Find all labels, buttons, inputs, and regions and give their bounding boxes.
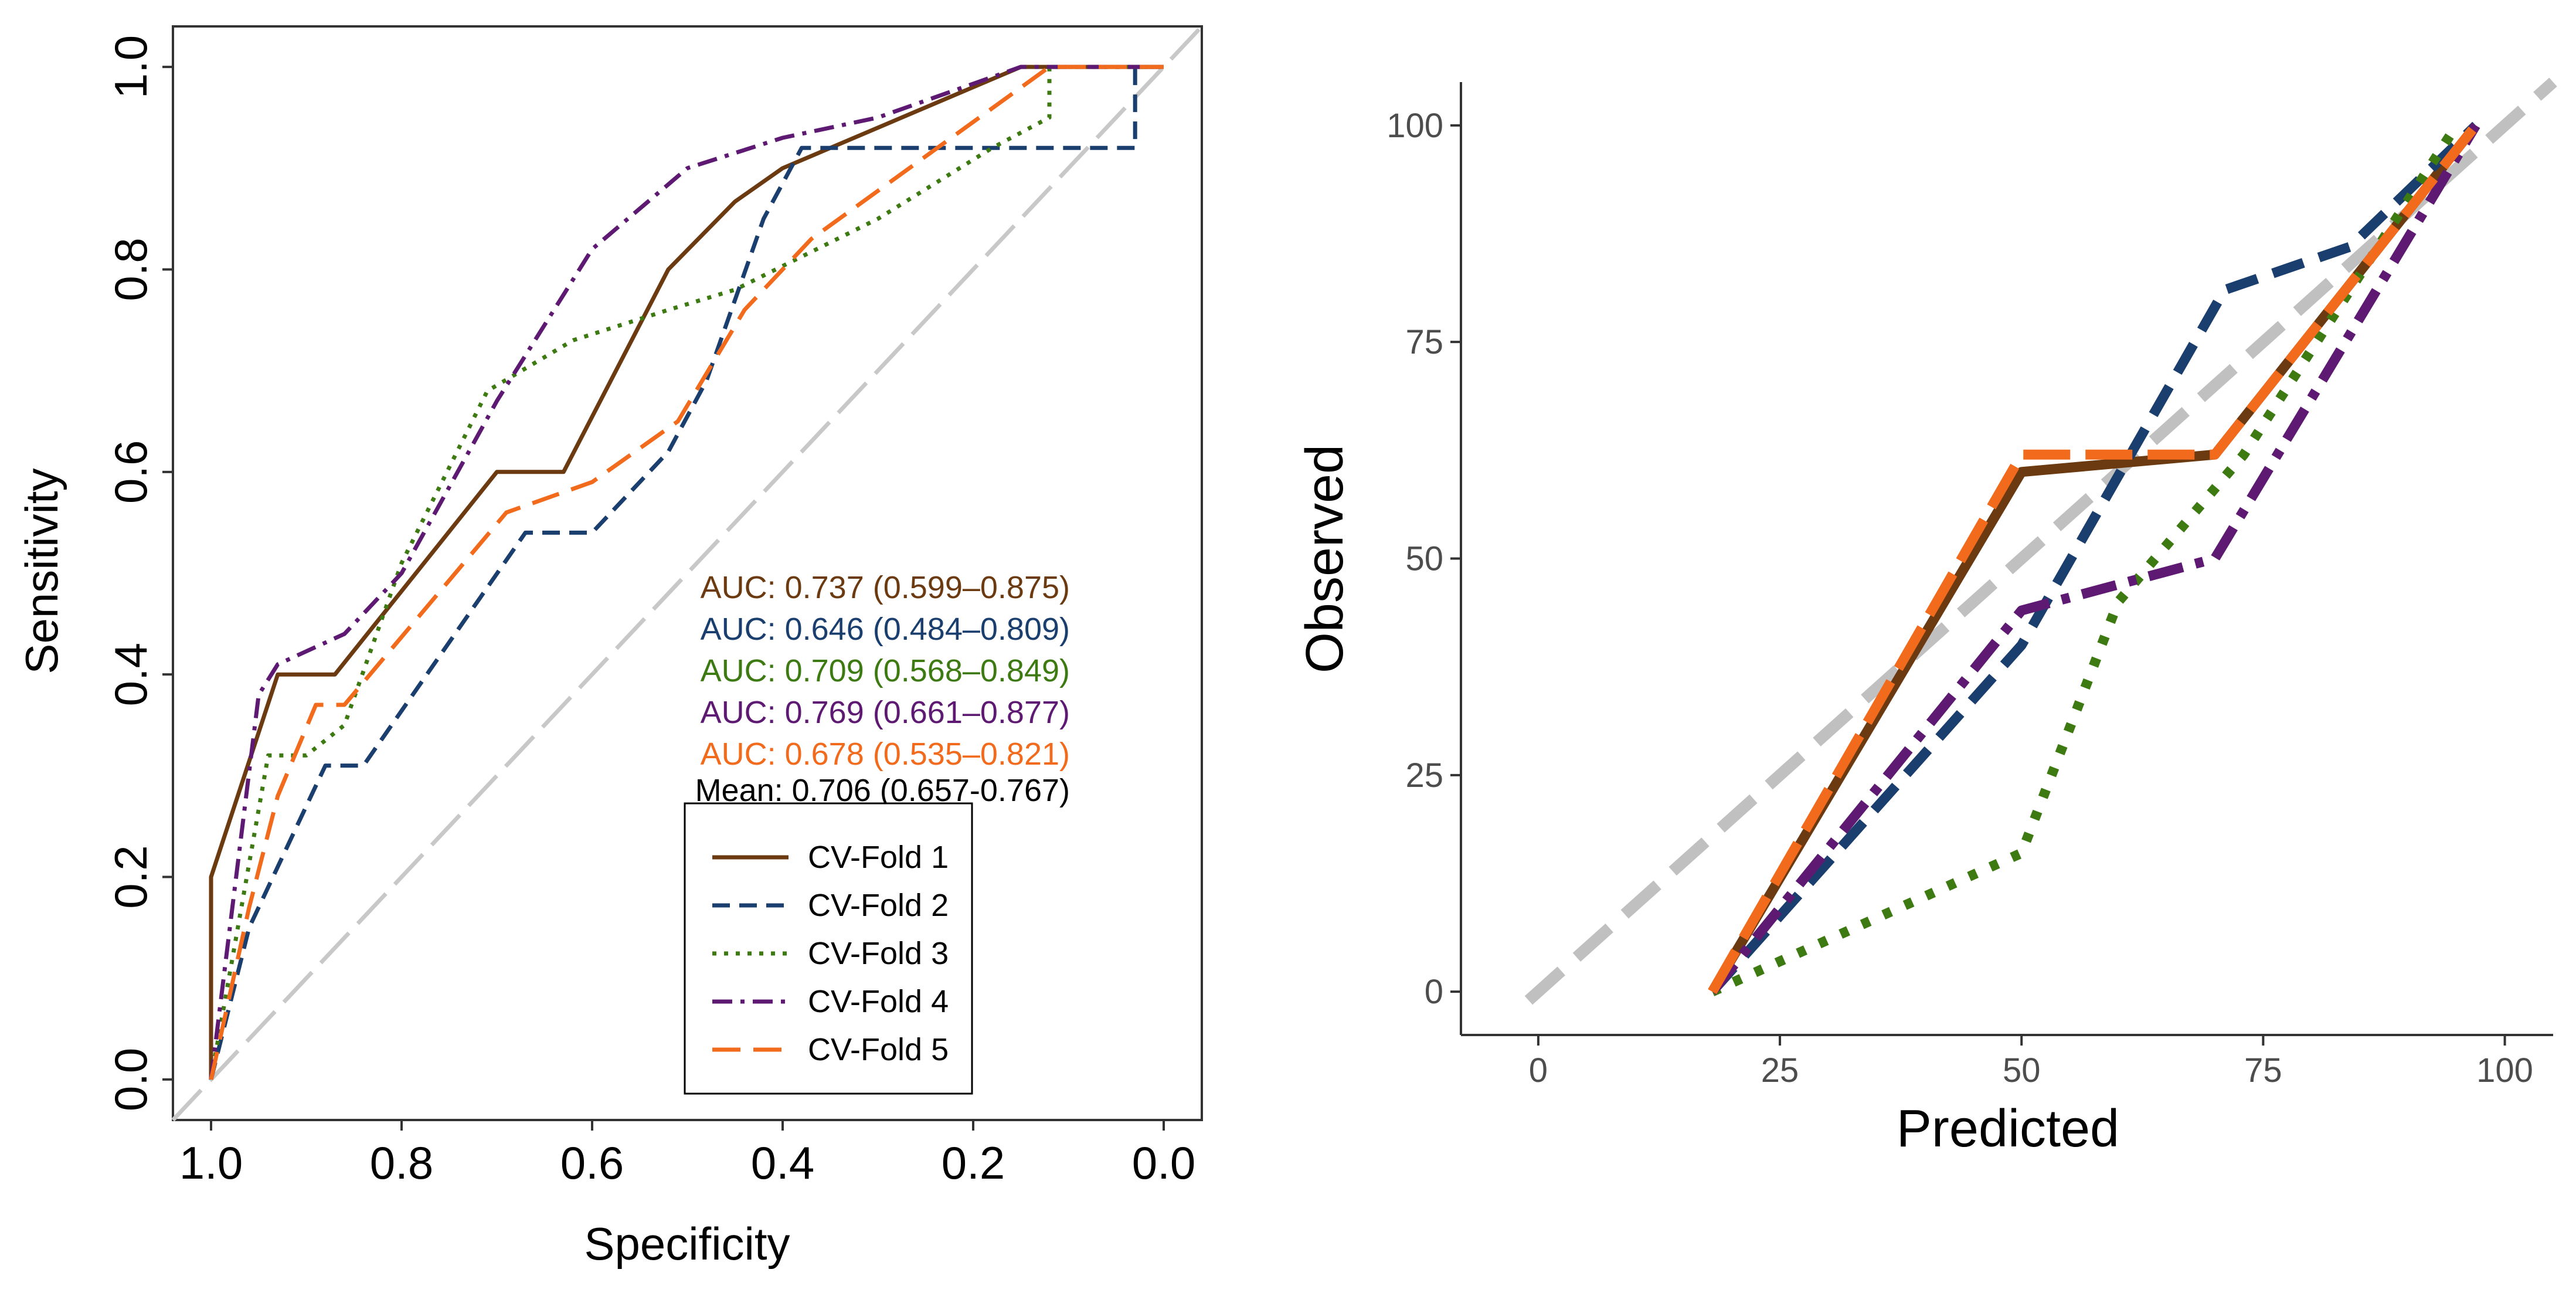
roc-x-axis-title: Specificity	[584, 1218, 790, 1270]
roc-legend: CV-Fold 1 CV-Fold 2 CV-Fold 3 CV-Fold 4 CV-F…	[684, 802, 973, 1095]
calibration-x-tick-label: 50	[2003, 1051, 2041, 1090]
auc-label-mean: Mean: 0.706 (0.657-0.767)	[695, 773, 1070, 808]
roc-y-axis-title: Sensitivity	[16, 468, 67, 674]
roc-x-tick-label: 0.0	[1132, 1137, 1195, 1189]
roc-line-fold-5	[209, 65, 1164, 1080]
roc-x-ticks: 1.0 0.8 0.6 0.4 0.2 0.0	[179, 1120, 1195, 1189]
calibration-y-tick-label: 75	[1405, 323, 1443, 361]
roc-line-fold-3	[209, 65, 1164, 1080]
roc-y-tick-label: 0.2	[105, 845, 157, 908]
legend-label-fold-2: CV-Fold 2	[808, 888, 949, 923]
roc-y-tick-label: 0.0	[105, 1048, 157, 1111]
roc-line-fold-1	[209, 65, 1164, 1080]
calibration-x-tick-label: 25	[1761, 1051, 1799, 1090]
calibration-x-tick-label: 100	[2476, 1051, 2533, 1090]
calibration-y-tick-label: 0	[1425, 973, 1443, 1011]
auc-label-fold-4: AUC: 0.769 (0.661–0.877)	[701, 695, 1070, 730]
legend-label-fold-4: CV-Fold 4	[808, 984, 949, 1019]
roc-line-fold-2	[209, 65, 1164, 1080]
roc-x-tick-label: 0.6	[560, 1137, 624, 1189]
auc-label-fold-1: AUC: 0.737 (0.599–0.875)	[701, 570, 1070, 605]
roc-reference-line	[171, 25, 1204, 1122]
calibration-y-tick-label: 50	[1405, 540, 1443, 578]
calibration-y-ticks: 0 25 50 75 100	[1386, 107, 1461, 1011]
roc-series	[209, 65, 1164, 1080]
calibration-x-ticks: 0 25 50 75 100	[1529, 1035, 2533, 1090]
roc-y-tick-label: 0.6	[105, 440, 157, 504]
roc-y-ticks: 0.0 0.2 0.4 0.6 0.8 1.0	[105, 35, 173, 1111]
roc-plot: 1.0 0.8 0.6 0.4 0.2 0.0 0.0 0.2 0.4 0.6 0.8 1.0 Sp…	[16, 25, 1204, 1270]
calibration-line-fold-5	[1708, 122, 2480, 995]
legend-label-fold-1: CV-Fold 1	[808, 840, 949, 875]
auc-label-fold-3: AUC: 0.709 (0.568–0.849)	[701, 653, 1070, 688]
calibration-y-tick-label: 25	[1405, 756, 1443, 795]
calibration-y-axis-title: Observed	[1296, 444, 1354, 673]
calibration-x-tick-label: 75	[2244, 1051, 2282, 1090]
auc-label-fold-5: AUC: 0.678 (0.535–0.821)	[701, 737, 1070, 772]
roc-x-tick-label: 0.2	[942, 1137, 1005, 1189]
roc-y-tick-label: 0.4	[105, 643, 157, 706]
calibration-series	[1708, 121, 2480, 996]
roc-plot-frame	[172, 25, 1203, 1121]
calibration-reference-line	[1524, 77, 2557, 1005]
calibration-x-axis-title: Predicted	[1897, 1099, 2119, 1158]
roc-x-tick-label: 0.8	[370, 1137, 433, 1189]
legend-label-fold-5: CV-Fold 5	[808, 1032, 949, 1067]
calibration-plot: 0 25 50 75 100 0 25 50 75 100 Predicted Observed	[1296, 77, 2557, 1158]
auc-label-fold-2: AUC: 0.646 (0.484–0.809)	[701, 612, 1070, 647]
calibration-x-tick-label: 0	[1529, 1051, 1548, 1090]
legend-label-fold-3: CV-Fold 3	[808, 936, 949, 971]
calibration-y-tick-label: 100	[1386, 107, 1443, 145]
auc-annotations: AUC: 0.737 (0.599–0.875) AUC: 0.646 (0.48…	[695, 570, 1070, 808]
calibration-line-fold-2	[1708, 121, 2480, 995]
roc-x-tick-label: 1.0	[179, 1137, 243, 1189]
roc-x-tick-label: 0.4	[751, 1137, 814, 1189]
roc-line-fold-4	[209, 65, 1164, 1080]
roc-legend-box	[684, 802, 973, 1095]
roc-y-tick-label: 1.0	[105, 35, 157, 99]
roc-y-tick-label: 0.8	[105, 237, 157, 301]
